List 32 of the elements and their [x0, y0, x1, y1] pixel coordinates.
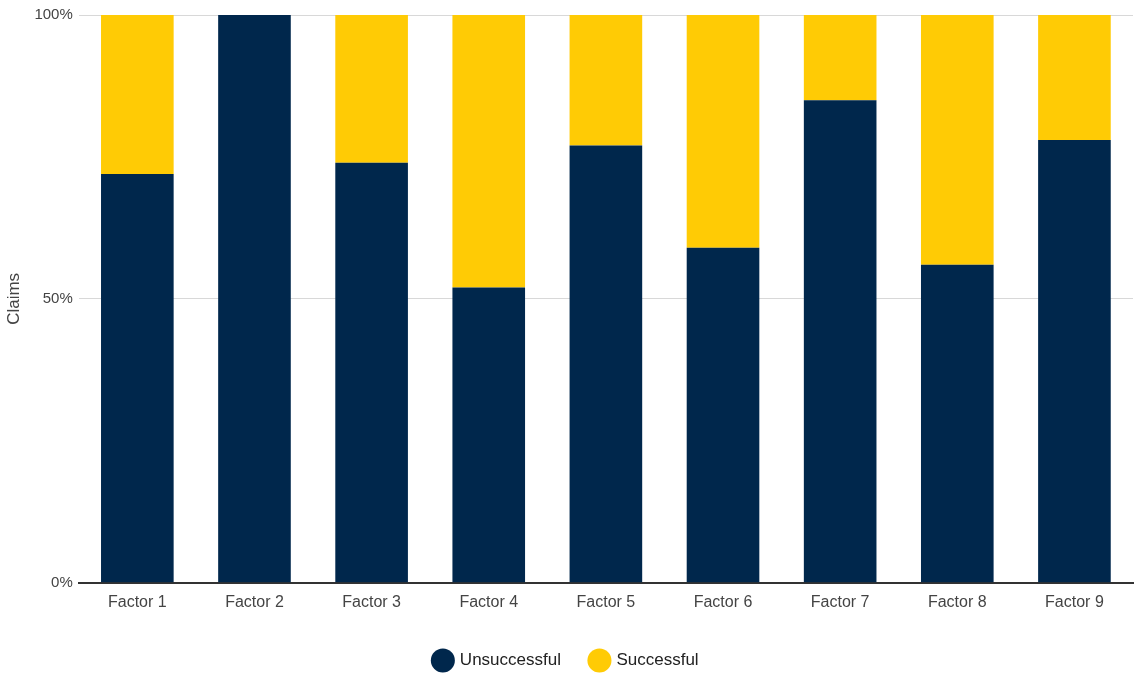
bar: [686, 15, 760, 248]
bar: [803, 15, 877, 101]
bar: [1038, 139, 1111, 583]
bar: [452, 15, 526, 288]
x-tick-label: Factor 9: [1045, 592, 1104, 610]
x-tick-label: Factor 3: [342, 592, 402, 610]
x-tick-label: Factor 6: [693, 592, 753, 610]
bar: [335, 162, 408, 583]
x-tick-label: Factor 1: [107, 592, 167, 610]
x-tick-label: Factor 4: [459, 592, 519, 610]
bar: [920, 264, 994, 583]
x-tick-label: Factor 5: [576, 592, 636, 610]
bar: [218, 15, 291, 583]
x-tick-label: Factor 2: [225, 592, 284, 610]
bar: [569, 145, 643, 583]
bar: [920, 15, 994, 265]
legend-label: Successful: [616, 650, 699, 670]
x-tick-label: Factor 8: [927, 592, 987, 610]
bar: [101, 173, 174, 583]
bar: [803, 100, 877, 583]
y-tick-label: 50%: [42, 289, 73, 307]
bar: [101, 15, 174, 174]
y-tick-label: 100%: [34, 5, 73, 23]
y-axis-title: Claims: [3, 272, 23, 325]
x-tick-label: Factor 7: [810, 592, 870, 610]
legend-label: Unsuccessful: [459, 650, 561, 670]
bar: [1038, 15, 1111, 140]
bar: [335, 15, 408, 163]
y-tick-label: 0%: [51, 572, 73, 590]
bar: [569, 15, 643, 146]
bar: [452, 287, 526, 583]
bar: [686, 247, 760, 583]
